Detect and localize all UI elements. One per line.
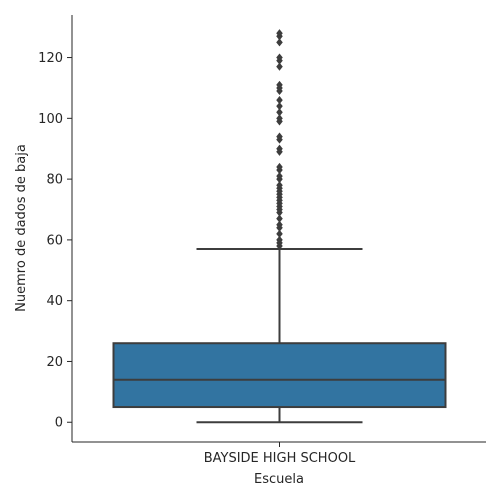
y-tick-label: 0 (55, 416, 63, 431)
y-tick-label: 20 (46, 355, 63, 370)
y-tick-label: 40 (46, 294, 63, 309)
y-tick-label: 80 (46, 173, 63, 188)
y-tick-label: 60 (46, 233, 63, 248)
x-ticks: BAYSIDE HIGH SCHOOL (204, 442, 356, 466)
outlier-point (277, 96, 283, 103)
box-group (114, 249, 446, 422)
y-tick-label: 100 (38, 112, 63, 127)
outliers (277, 30, 283, 250)
y-axis-title: Nuemro de dados de baja (14, 144, 29, 312)
y-tick-label: 120 (38, 51, 63, 66)
iqr-box (114, 343, 446, 407)
x-tick-label: BAYSIDE HIGH SCHOOL (204, 451, 356, 466)
y-ticks: 0 20 40 60 80 100 120 (38, 51, 72, 431)
x-axis-title: Escuela (254, 472, 304, 487)
